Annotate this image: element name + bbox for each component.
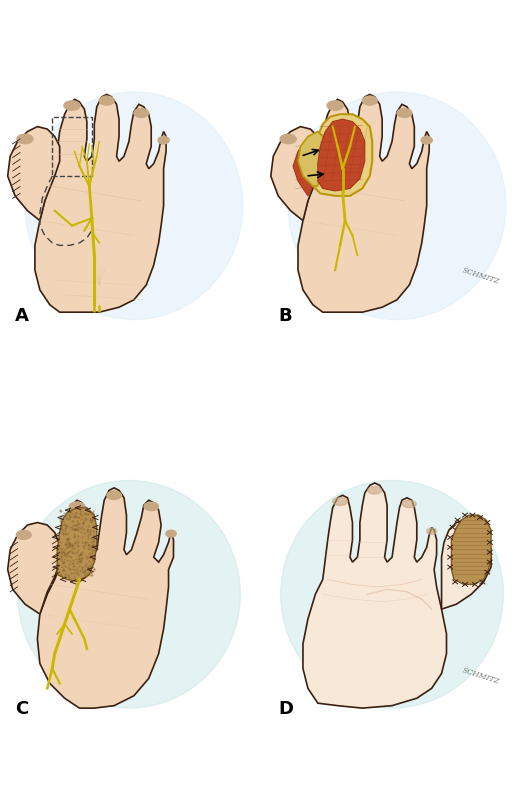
Ellipse shape (134, 109, 149, 118)
Ellipse shape (327, 102, 343, 111)
Polygon shape (293, 137, 320, 196)
Polygon shape (313, 115, 372, 196)
Ellipse shape (17, 135, 33, 144)
Ellipse shape (363, 97, 377, 106)
Polygon shape (441, 520, 491, 610)
Polygon shape (8, 523, 59, 614)
Polygon shape (451, 516, 491, 585)
Bar (52, 118, 92, 177)
Ellipse shape (332, 498, 348, 506)
Polygon shape (57, 508, 97, 582)
Ellipse shape (397, 109, 412, 118)
Text: D: D (278, 699, 293, 717)
Polygon shape (271, 128, 322, 221)
Text: SCHMITZ: SCHMITZ (462, 265, 501, 286)
Ellipse shape (99, 97, 114, 106)
Ellipse shape (280, 135, 296, 144)
Ellipse shape (144, 503, 158, 511)
Text: B: B (278, 306, 292, 324)
Ellipse shape (427, 529, 437, 535)
Ellipse shape (288, 93, 506, 320)
Polygon shape (298, 132, 322, 187)
Ellipse shape (107, 492, 121, 500)
Ellipse shape (69, 502, 84, 511)
Text: A: A (15, 306, 29, 324)
Polygon shape (35, 95, 166, 313)
Text: C: C (15, 699, 28, 717)
Polygon shape (8, 128, 59, 221)
Ellipse shape (166, 531, 176, 537)
Polygon shape (38, 488, 173, 708)
Ellipse shape (16, 531, 31, 540)
Polygon shape (318, 120, 365, 192)
Polygon shape (303, 484, 446, 708)
Polygon shape (298, 95, 429, 313)
Ellipse shape (281, 481, 503, 708)
Text: SCHMITZ: SCHMITZ (462, 666, 501, 686)
Ellipse shape (18, 481, 240, 708)
Ellipse shape (25, 93, 243, 320)
Ellipse shape (368, 487, 382, 495)
Ellipse shape (158, 137, 169, 144)
Ellipse shape (64, 102, 80, 111)
Ellipse shape (402, 500, 416, 508)
Ellipse shape (421, 137, 432, 144)
